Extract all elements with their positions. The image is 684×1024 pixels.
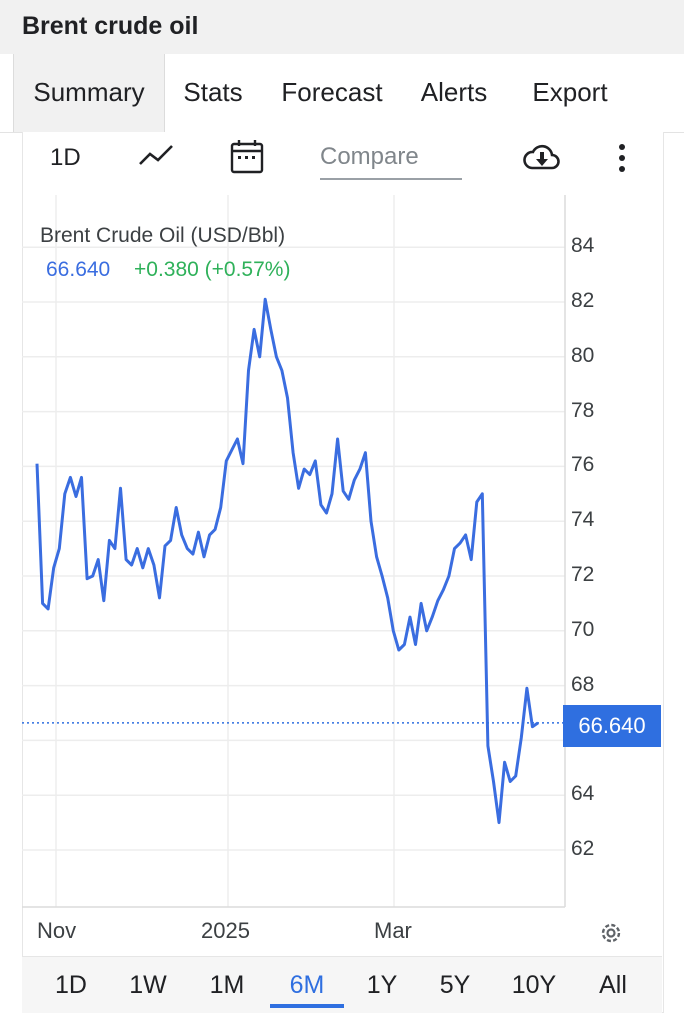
y-tick-label: 76 (571, 453, 595, 477)
compare-input[interactable]: Compare (320, 140, 462, 180)
range-5y[interactable]: 5Y (439, 971, 471, 999)
legend-series-name: Brent Crude Oil (USD/Bbl) (40, 224, 286, 247)
range-selector (22, 956, 662, 1013)
y-tick-label: 84 (571, 234, 595, 258)
x-tick-label: Nov (37, 918, 77, 943)
y-tick-label: 62 (571, 837, 595, 860)
y-tick-label: 70 (571, 617, 595, 641)
range-1d[interactable]: 1D (55, 971, 87, 999)
app-title: Brent crude oil (22, 12, 199, 40)
price-chart[interactable] (22, 195, 662, 915)
y-tick-label: 72 (571, 563, 595, 586)
interval-selector[interactable]: 1D (50, 144, 81, 171)
range-6m[interactable]: 6M (289, 971, 325, 999)
cloud-download-icon[interactable] (521, 138, 563, 180)
last-price-tag: 66.640 (563, 705, 661, 747)
more-vert-icon[interactable] (614, 138, 630, 180)
line-chart-icon[interactable] (138, 138, 174, 180)
tab-forecast[interactable]: Forecast (281, 77, 383, 107)
range-1w[interactable]: 1W (129, 971, 167, 999)
price-series-line (35, 297, 539, 825)
tab-bar: Summary Stats Forecast Alerts Export (0, 54, 684, 133)
legend-last-value: 66.640 (46, 258, 111, 281)
y-tick-label: 80 (571, 343, 595, 367)
legend-change: +0.380 (+0.57%) (134, 258, 291, 281)
chart-card (22, 132, 664, 1013)
range-all[interactable]: All (599, 971, 627, 999)
range-1m[interactable]: 1M (209, 971, 245, 999)
range-1y[interactable]: 1Y (366, 971, 398, 999)
tab-alerts[interactable]: Alerts (420, 77, 488, 107)
y-tick-label: 78 (571, 398, 595, 422)
y-tick-label: 64 (571, 782, 595, 806)
tab-export[interactable]: Export (532, 77, 608, 107)
tab-summary[interactable]: Summary (13, 54, 165, 132)
range-10y[interactable]: 10Y (511, 971, 557, 999)
tab-stats[interactable]: Stats (183, 77, 243, 107)
gear-icon[interactable] (596, 918, 626, 953)
x-tick-label: 2025 (201, 918, 250, 943)
y-tick-label: 74 (571, 508, 595, 532)
calendar-icon[interactable] (229, 138, 265, 180)
active-range-indicator (270, 1004, 344, 1008)
y-tick-label: 82 (571, 289, 595, 312)
y-tick-label: 68 (571, 672, 595, 696)
x-tick-label: Mar (374, 918, 412, 943)
title-bar: Brent crude oil (0, 0, 684, 55)
